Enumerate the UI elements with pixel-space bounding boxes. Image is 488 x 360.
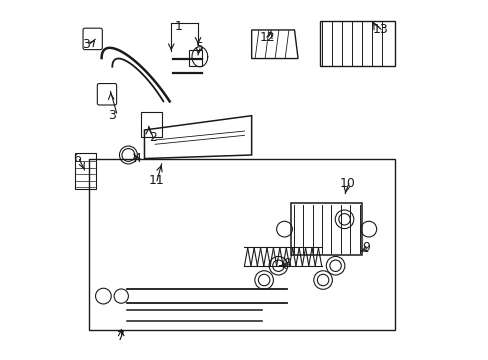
- Text: 5: 5: [196, 41, 203, 54]
- Bar: [189, 50, 201, 66]
- Text: 7: 7: [117, 330, 125, 343]
- Text: 3: 3: [108, 109, 116, 122]
- Text: 9: 9: [361, 241, 369, 255]
- Bar: [141, 112, 162, 137]
- Text: 3: 3: [81, 38, 89, 51]
- Text: 1: 1: [174, 20, 182, 33]
- Text: 2: 2: [149, 131, 157, 144]
- Text: 8: 8: [283, 257, 291, 270]
- Text: 12: 12: [259, 31, 275, 44]
- Text: 11: 11: [149, 174, 164, 186]
- Text: 13: 13: [371, 23, 387, 36]
- Bar: [290, 203, 362, 255]
- Text: 4: 4: [133, 152, 141, 165]
- Text: 6: 6: [73, 152, 81, 165]
- Text: 10: 10: [340, 177, 355, 190]
